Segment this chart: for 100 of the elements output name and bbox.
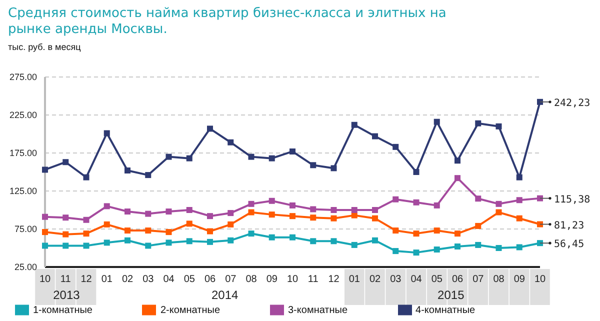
point xyxy=(330,165,337,172)
point xyxy=(475,222,482,229)
y-tick-label: 25.00 xyxy=(14,262,37,272)
x-tick-label: 01 xyxy=(101,274,113,285)
point xyxy=(228,221,234,228)
point xyxy=(104,203,110,210)
point xyxy=(186,220,192,227)
point xyxy=(537,98,543,105)
point xyxy=(434,118,440,125)
x-tick-label: 10 xyxy=(286,274,298,285)
point xyxy=(454,158,460,164)
x-tick-label: 11 xyxy=(60,274,72,285)
point xyxy=(207,126,213,132)
y-tick-label: 275.00 xyxy=(9,72,37,82)
point xyxy=(351,242,358,248)
text: 2014 xyxy=(212,288,239,302)
point xyxy=(62,231,69,238)
point xyxy=(454,230,460,237)
x-tick-label: 01 xyxy=(348,274,360,285)
point xyxy=(145,242,152,249)
point xyxy=(248,230,254,237)
point xyxy=(372,207,378,213)
point xyxy=(268,198,275,204)
y-tick-label: 225.00 xyxy=(9,110,37,120)
point xyxy=(516,174,522,180)
x-tick-label: 12 xyxy=(328,274,340,285)
point xyxy=(124,237,130,244)
point xyxy=(268,234,275,240)
point xyxy=(392,144,399,150)
point xyxy=(496,200,502,207)
point xyxy=(83,230,90,237)
point xyxy=(145,228,152,234)
x-tick-label: 10 xyxy=(39,274,51,285)
point xyxy=(413,230,420,237)
point xyxy=(268,212,275,218)
x-tick-label: 03 xyxy=(142,274,154,285)
point xyxy=(290,202,296,208)
legend-label: 1-комнатные xyxy=(32,304,92,316)
point xyxy=(475,242,482,248)
point xyxy=(83,216,90,223)
point xyxy=(310,162,316,168)
x-tick-label: 05 xyxy=(431,274,443,285)
point xyxy=(166,154,172,160)
point xyxy=(248,154,254,160)
point xyxy=(228,237,234,244)
point xyxy=(248,209,254,216)
x-tick-label: 07 xyxy=(225,274,237,285)
point xyxy=(83,174,90,180)
point xyxy=(228,210,234,216)
point xyxy=(310,214,316,221)
point xyxy=(186,207,192,213)
data-label: 242,23 xyxy=(554,98,590,109)
point xyxy=(537,221,543,228)
text: 2015 xyxy=(438,288,465,302)
point xyxy=(83,242,90,249)
y-tick-label: 125.00 xyxy=(9,186,37,196)
point xyxy=(166,208,172,215)
point xyxy=(166,240,172,246)
point xyxy=(104,240,110,246)
point xyxy=(42,229,48,236)
point xyxy=(454,175,460,182)
point xyxy=(372,133,378,140)
point xyxy=(62,242,69,249)
point xyxy=(207,238,213,245)
point xyxy=(228,139,234,146)
point xyxy=(496,245,502,251)
x-tick-label: 08 xyxy=(246,274,258,285)
point xyxy=(372,237,378,244)
y-tick-label: 175.00 xyxy=(9,148,37,158)
x-tick-label: 02 xyxy=(122,274,134,285)
legend-label: 2-комнатные xyxy=(160,304,220,316)
point xyxy=(104,130,110,136)
point xyxy=(207,228,213,234)
x-tick-label: 06 xyxy=(204,274,216,285)
point xyxy=(104,221,110,228)
point xyxy=(351,122,358,128)
legend-label: 4-комнатные xyxy=(416,304,476,316)
point xyxy=(42,242,48,249)
point xyxy=(42,214,48,220)
point xyxy=(290,234,296,240)
point xyxy=(330,207,337,213)
point xyxy=(351,207,358,213)
data-label: 56,45 xyxy=(554,239,584,250)
point xyxy=(434,246,440,253)
data-label: 115,38 xyxy=(554,194,590,206)
point xyxy=(145,172,152,178)
point xyxy=(248,200,254,207)
text: 2013 xyxy=(53,288,80,302)
point xyxy=(392,248,399,254)
point xyxy=(454,243,460,250)
point xyxy=(392,228,399,234)
y-tick-label: 75.00 xyxy=(14,224,37,234)
point xyxy=(372,215,378,222)
point xyxy=(166,229,172,236)
legend-label: 3-комнатные xyxy=(288,304,348,316)
point xyxy=(475,196,482,202)
x-tick-label: 09 xyxy=(266,274,278,285)
x-tick-label: 04 xyxy=(163,274,175,285)
point xyxy=(516,215,522,222)
point xyxy=(330,238,337,244)
